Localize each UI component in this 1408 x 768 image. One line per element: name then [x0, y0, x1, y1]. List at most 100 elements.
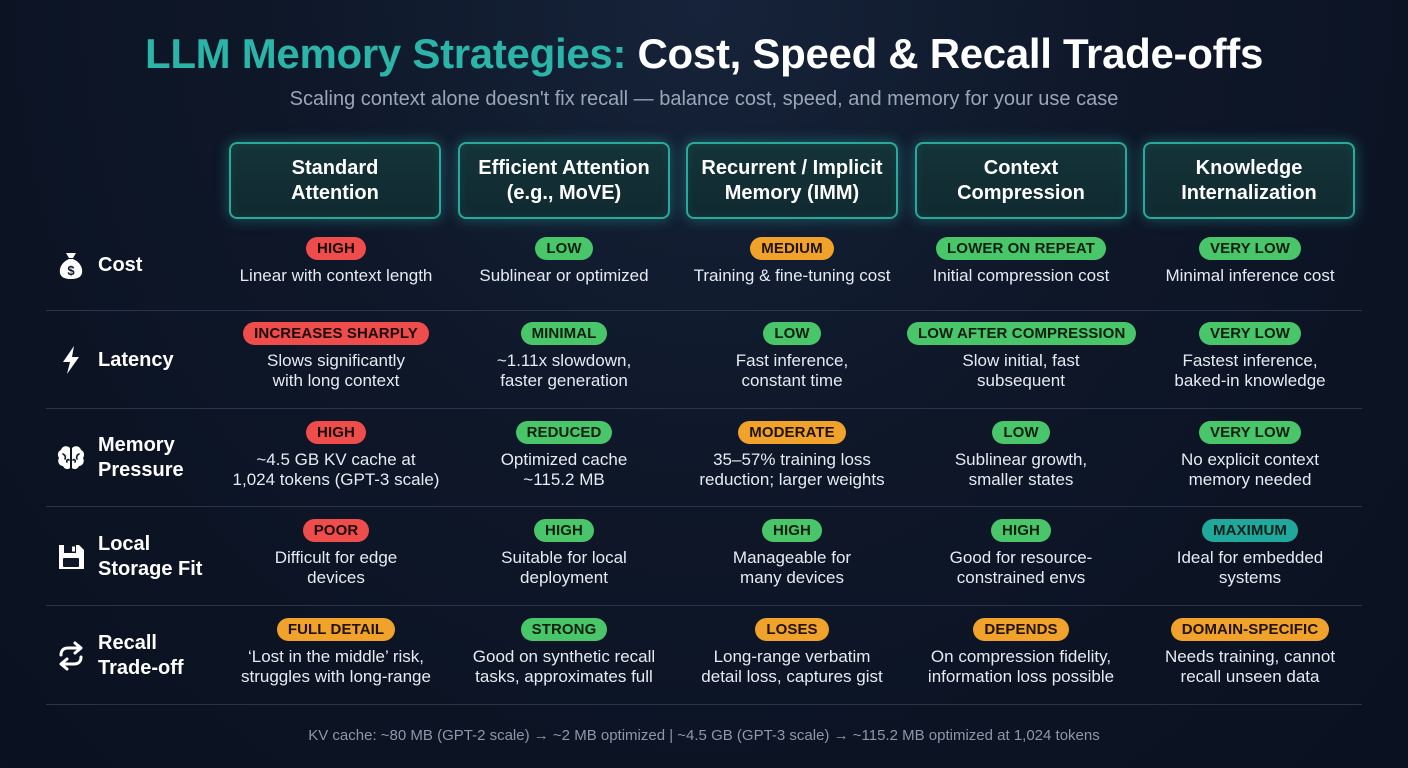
cell: DOMAIN-SPECIFIC Needs training, cannot re… — [1136, 618, 1364, 687]
cell-description: Manageable for many devices — [732, 548, 852, 587]
row-divider — [46, 310, 1362, 311]
status-badge: LOSES — [755, 618, 829, 641]
cell: LOW Sublinear growth, smaller states — [907, 421, 1135, 490]
cell-description: On compression fidelity, information los… — [927, 647, 1115, 686]
row-label-text: Memory Pressure — [98, 434, 184, 481]
status-badge: POOR — [302, 519, 370, 542]
cell: MINIMAL ~1.11x slowdown, faster generatio… — [450, 322, 678, 391]
row-label-local-storage-fit: Local Storage Fit — [54, 532, 202, 582]
status-badge: LOW — [763, 322, 821, 345]
status-badge: HIGH — [762, 519, 822, 542]
money-bag-icon: $ — [59, 253, 83, 279]
cell: STRONG Good on synthetic recall tasks, ap… — [450, 618, 678, 687]
svg-text:$: $ — [67, 263, 75, 278]
cell: VERY LOW Minimal inference cost — [1136, 237, 1364, 286]
status-badge: MINIMAL — [520, 322, 608, 345]
column-header-recurrent-memory: Recurrent / Implicit Memory (IMM) — [686, 142, 898, 219]
row-divider — [46, 704, 1362, 705]
cell: HIGH Good for resource- constrained envs — [907, 519, 1135, 588]
status-badge: LOW AFTER COMPRESSION — [907, 322, 1137, 345]
status-badge: LOW — [535, 237, 593, 260]
status-badge: FULL DETAIL — [276, 618, 396, 641]
row-label-memory-pressure: Memory Pressure — [54, 433, 184, 483]
column-header-context-compression: Context Compression — [915, 142, 1127, 219]
repeat-arrows-icon — [59, 641, 83, 671]
cell-description: Initial compression cost — [932, 266, 1110, 285]
cell-description: Fast inference, constant time — [735, 351, 849, 390]
cell: INCREASES SHARPLY Slows significantly wit… — [222, 322, 450, 391]
status-badge: MAXIMUM — [1201, 519, 1299, 542]
cell: POOR Difficult for edge devices — [222, 519, 450, 588]
column-header-knowledge-internalization: Knowledge Internalization — [1143, 142, 1355, 219]
status-badge: HIGH — [306, 237, 366, 260]
cell-description: Minimal inference cost — [1165, 266, 1335, 285]
cell: LOW AFTER COMPRESSION Slow initial, fast … — [907, 322, 1137, 391]
row-label-recall-trade-off: Recall Trade-off — [54, 631, 184, 681]
cell-description: ~1.11x slowdown, faster generation — [496, 351, 632, 390]
status-badge: VERY LOW — [1199, 237, 1301, 260]
cell-description: Fastest inference, baked-in knowledge — [1174, 351, 1326, 390]
row-label-text: Cost — [98, 253, 143, 276]
cell-description: Optimized cache ~115.2 MB — [500, 450, 628, 489]
cell-description: Long-range verbatim detail loss, capture… — [701, 647, 883, 686]
cell: LOWER ON REPEAT Initial compression cost — [907, 237, 1135, 286]
cell: MAXIMUM Ideal for embedded systems — [1136, 519, 1364, 588]
cell-description: Slows significantly with long context — [267, 351, 405, 390]
row-divider — [46, 605, 1362, 606]
cell-description: Ideal for embedded systems — [1176, 548, 1324, 587]
status-badge: STRONG — [520, 618, 608, 641]
cell-description: ~4.5 GB KV cache at 1,024 tokens (GPT-3 … — [232, 450, 440, 489]
row-label-text: Local Storage Fit — [98, 533, 203, 580]
status-badge: VERY LOW — [1199, 421, 1301, 444]
column-header-efficient-attention: Efficient Attention (e.g., MoVE) — [458, 142, 670, 219]
cell: MODERATE 35–57% training loss reduction; … — [678, 421, 906, 490]
status-badge: HIGH — [306, 421, 366, 444]
cell-description: Needs training, cannot recall unseen dat… — [1164, 647, 1336, 686]
cell-description: ‘Lost in the middle’ risk, struggles wit… — [241, 647, 431, 686]
cell: HIGH Linear with context length — [222, 237, 450, 286]
cell: VERY LOW Fastest inference, baked-in know… — [1136, 322, 1364, 391]
cell: FULL DETAIL ‘Lost in the middle’ risk, st… — [222, 618, 450, 687]
status-badge: LOW — [992, 421, 1050, 444]
cell-description: Sublinear growth, smaller states — [954, 450, 1088, 489]
floppy-disk-icon — [59, 545, 84, 569]
page-title: LLM Memory Strategies: Cost, Speed & Rec… — [0, 30, 1408, 78]
cell-description: Sublinear or optimized — [479, 266, 649, 285]
lightning-icon — [63, 346, 79, 374]
status-badge: HIGH — [534, 519, 594, 542]
row-label-text: Latency — [98, 348, 174, 371]
title-rest: Cost, Speed & Recall Trade-offs — [626, 30, 1264, 77]
cell-description: 35–57% training loss reduction; larger w… — [699, 450, 885, 489]
cell-description: Difficult for edge devices — [274, 548, 398, 587]
status-badge: REDUCED — [515, 421, 613, 444]
footnote: KV cache: ~80 MB (GPT-2 scale) → ~2 MB o… — [308, 727, 1100, 744]
cell: LOW Fast inference, constant time — [678, 322, 906, 391]
page-subtitle: Scaling context alone doesn't fix recall… — [289, 88, 1119, 110]
status-badge: LOWER ON REPEAT — [936, 237, 1106, 260]
row-label-latency: Latency — [54, 343, 174, 377]
cell-description: Training & fine-tuning cost — [693, 266, 891, 285]
column-header-standard-attention: Standard Attention — [229, 142, 441, 219]
cell-description: Linear with context length — [239, 266, 433, 285]
status-badge: INCREASES SHARPLY — [243, 322, 429, 345]
status-badge: VERY LOW — [1199, 322, 1301, 345]
cell: LOW Sublinear or optimized — [450, 237, 678, 286]
row-divider — [46, 408, 1362, 409]
cell-description: Slow initial, fast subsequent — [962, 351, 1080, 390]
cell: HIGH Suitable for local deployment — [450, 519, 678, 588]
status-badge: DEPENDS — [973, 618, 1069, 641]
row-divider — [46, 506, 1362, 507]
row-label-cost: $ Cost — [54, 248, 142, 282]
row-label-text: Recall Trade-off — [98, 632, 184, 679]
brain-icon — [57, 446, 85, 470]
status-badge: DOMAIN-SPECIFIC — [1170, 618, 1330, 641]
cell: HIGH Manageable for many devices — [678, 519, 906, 588]
status-badge: MODERATE — [738, 421, 846, 444]
cell-description: Good for resource- constrained envs — [949, 548, 1093, 587]
cell: DEPENDS On compression fidelity, informat… — [907, 618, 1135, 687]
cell-description: Suitable for local deployment — [501, 548, 627, 587]
cell: HIGH ~4.5 GB KV cache at 1,024 tokens (GP… — [222, 421, 450, 490]
title-accent: LLM Memory Strategies: — [144, 30, 627, 77]
status-badge: HIGH — [991, 519, 1051, 542]
